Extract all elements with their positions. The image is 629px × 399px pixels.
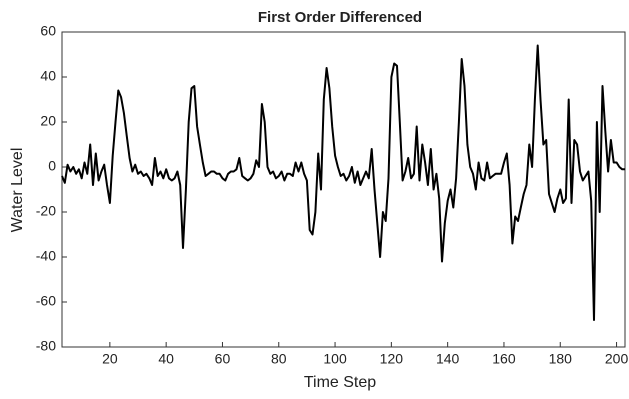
x-tick-label: 160 <box>492 351 516 367</box>
x-tick-label: 60 <box>215 351 231 367</box>
x-label: Time Step <box>304 374 376 391</box>
y-tick-label: 20 <box>40 113 56 129</box>
y-label: Water Level <box>9 148 26 233</box>
axes-box <box>61 31 626 348</box>
x-tick-label: 140 <box>436 351 460 367</box>
x-tick-label: 200 <box>605 351 629 367</box>
x-tick-label: 20 <box>102 351 118 367</box>
y-tick-label: 40 <box>40 68 56 84</box>
x-tick-label: 100 <box>323 351 347 367</box>
x-tick-label: 40 <box>158 351 174 367</box>
y-tick-label: 0 <box>48 158 56 174</box>
line <box>61 44 625 321</box>
y-tick-label: -20 <box>36 203 56 219</box>
x-tick-label: 80 <box>271 351 287 367</box>
x-tick-label: 180 <box>549 351 573 367</box>
y-tick-label: -60 <box>36 293 56 309</box>
y-tick-label: -80 <box>36 338 56 354</box>
y-tick-label: -40 <box>36 248 56 264</box>
x-tick-label: 120 <box>380 351 404 367</box>
y-tick-label: 60 <box>40 23 56 39</box>
chart-title: First Order Differenced <box>258 9 422 26</box>
